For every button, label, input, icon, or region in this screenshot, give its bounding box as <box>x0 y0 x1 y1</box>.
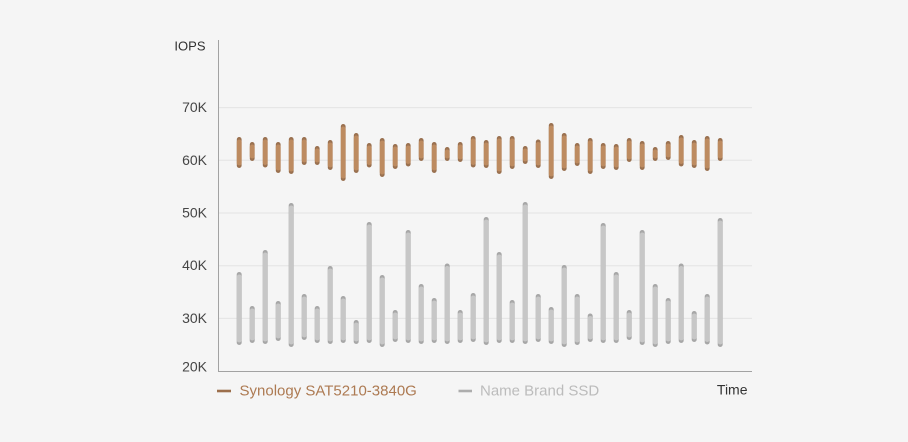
svg-text:60K: 60K <box>182 152 208 168</box>
svg-text:50K: 50K <box>182 205 208 221</box>
svg-text:20K: 20K <box>182 359 208 375</box>
svg-text:70K: 70K <box>182 99 208 115</box>
svg-text:Name Brand SSD: Name Brand SSD <box>480 383 599 400</box>
svg-text:30K: 30K <box>182 310 208 326</box>
svg-text:Time: Time <box>717 382 748 398</box>
svg-text:Synology SAT5210-3840G: Synology SAT5210-3840G <box>240 383 417 400</box>
svg-text:IOPS: IOPS <box>174 39 205 54</box>
svg-text:40K: 40K <box>182 257 208 273</box>
